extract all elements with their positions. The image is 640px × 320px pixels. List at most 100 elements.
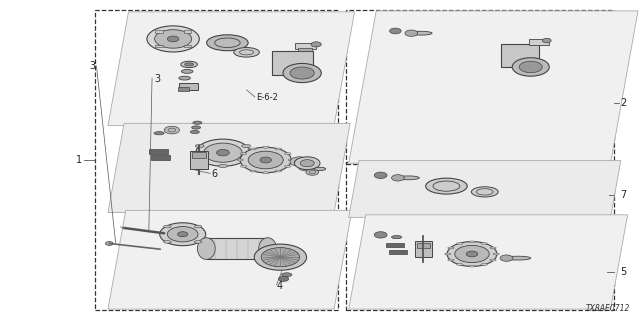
Bar [529, 39, 548, 45]
Ellipse shape [490, 247, 496, 249]
Ellipse shape [260, 157, 271, 163]
Polygon shape [349, 11, 638, 163]
Ellipse shape [262, 172, 269, 174]
Ellipse shape [160, 223, 205, 246]
Ellipse shape [294, 157, 320, 170]
Circle shape [106, 242, 113, 245]
Polygon shape [108, 210, 352, 309]
Ellipse shape [300, 160, 314, 167]
Ellipse shape [218, 164, 227, 168]
Ellipse shape [426, 178, 467, 194]
Bar [346, 162, 614, 310]
Ellipse shape [445, 253, 451, 255]
Circle shape [163, 231, 172, 236]
Text: 4: 4 [276, 281, 283, 291]
Ellipse shape [447, 242, 497, 267]
Ellipse shape [275, 170, 282, 172]
Bar [389, 250, 407, 254]
Bar [295, 43, 316, 50]
Bar [184, 45, 191, 47]
Bar [346, 10, 614, 164]
Polygon shape [108, 123, 350, 212]
Text: 5: 5 [620, 267, 627, 277]
Ellipse shape [397, 176, 419, 180]
Ellipse shape [248, 151, 284, 169]
Bar [179, 83, 198, 90]
Text: 7: 7 [620, 190, 627, 200]
Ellipse shape [467, 251, 477, 257]
Ellipse shape [180, 61, 197, 68]
Bar [298, 48, 312, 51]
Ellipse shape [468, 265, 475, 267]
Ellipse shape [490, 259, 496, 261]
Ellipse shape [519, 61, 542, 73]
Ellipse shape [190, 130, 199, 133]
Polygon shape [349, 215, 628, 309]
Ellipse shape [179, 76, 190, 80]
Bar [177, 87, 189, 92]
Ellipse shape [448, 247, 454, 249]
Text: 3: 3 [89, 61, 95, 71]
Ellipse shape [392, 236, 402, 239]
Circle shape [374, 232, 387, 238]
Ellipse shape [163, 225, 171, 228]
Ellipse shape [457, 263, 463, 265]
Ellipse shape [282, 273, 292, 276]
Circle shape [278, 276, 289, 281]
Ellipse shape [196, 139, 250, 166]
Bar [151, 156, 170, 160]
Polygon shape [108, 12, 355, 125]
Ellipse shape [194, 241, 202, 243]
Ellipse shape [505, 256, 531, 260]
Bar [155, 30, 163, 33]
Circle shape [164, 126, 179, 134]
Ellipse shape [163, 241, 171, 243]
Ellipse shape [197, 238, 215, 260]
Ellipse shape [285, 153, 291, 155]
Ellipse shape [241, 165, 247, 167]
Ellipse shape [250, 170, 256, 172]
Ellipse shape [181, 69, 193, 73]
Circle shape [306, 169, 319, 175]
Bar [207, 238, 268, 260]
Polygon shape [349, 161, 621, 217]
Ellipse shape [237, 159, 243, 161]
Bar [387, 243, 404, 247]
Ellipse shape [471, 187, 498, 197]
Circle shape [542, 38, 551, 43]
Circle shape [374, 172, 387, 179]
Text: 2: 2 [620, 98, 627, 108]
Ellipse shape [261, 248, 300, 267]
Circle shape [500, 255, 513, 261]
Ellipse shape [168, 36, 179, 42]
Ellipse shape [242, 144, 251, 148]
Circle shape [405, 30, 418, 36]
Circle shape [290, 157, 309, 166]
Bar [272, 51, 314, 75]
Text: TX8AE0712: TX8AE0712 [586, 304, 630, 313]
Ellipse shape [512, 58, 549, 76]
Ellipse shape [204, 143, 242, 162]
Ellipse shape [195, 144, 204, 148]
Ellipse shape [177, 232, 188, 237]
Text: 3: 3 [154, 74, 160, 84]
Ellipse shape [481, 263, 487, 265]
Ellipse shape [468, 241, 475, 243]
Ellipse shape [259, 238, 276, 260]
Bar [184, 30, 191, 33]
Text: 1: 1 [76, 155, 83, 165]
Bar [500, 44, 539, 67]
Bar [191, 152, 205, 158]
Ellipse shape [457, 243, 463, 244]
Ellipse shape [410, 31, 432, 35]
Circle shape [392, 175, 404, 181]
Text: E-6-2: E-6-2 [256, 93, 278, 102]
Ellipse shape [207, 35, 248, 51]
Circle shape [390, 28, 401, 34]
Bar [155, 45, 163, 47]
Ellipse shape [493, 253, 499, 255]
Bar [189, 151, 207, 169]
Ellipse shape [481, 243, 487, 244]
Ellipse shape [240, 147, 291, 173]
Ellipse shape [155, 30, 191, 48]
